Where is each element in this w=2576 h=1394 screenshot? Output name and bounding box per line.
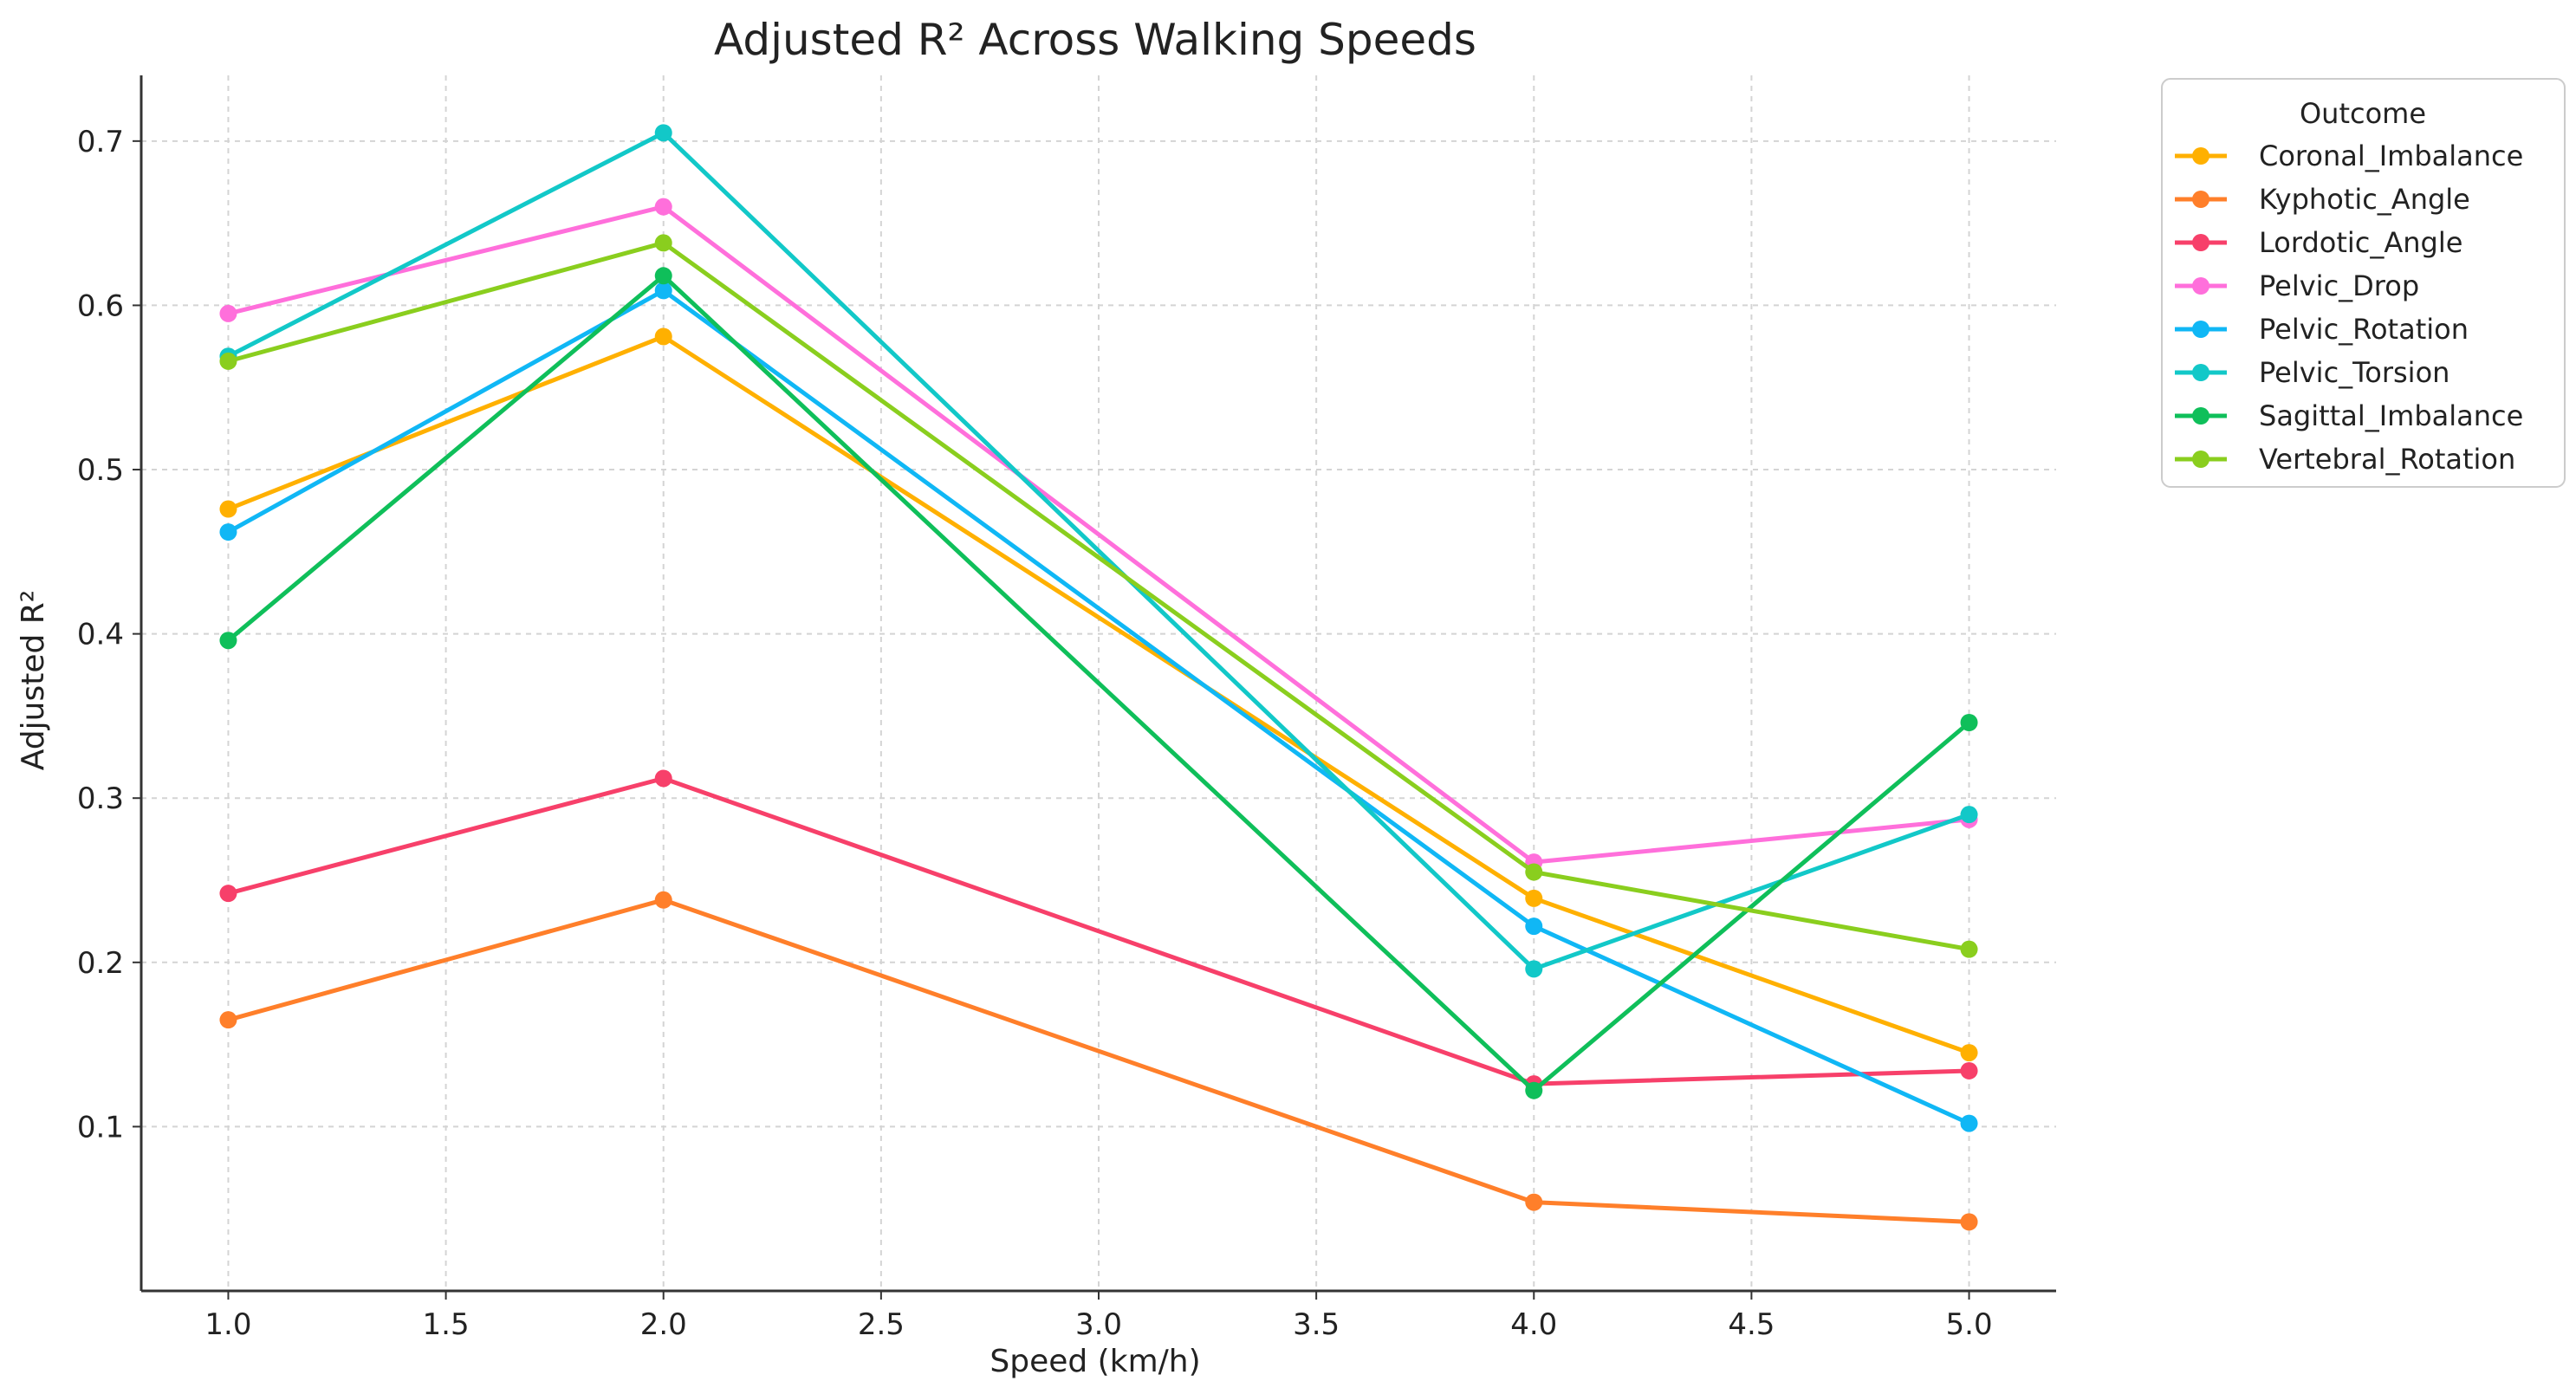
data-point (1960, 1114, 1978, 1132)
data-point (1525, 889, 1543, 907)
legend-label: Pelvic_Drop (2259, 269, 2419, 302)
data-point (1525, 1081, 1543, 1099)
data-point (1960, 806, 1978, 824)
x-tick-label: 2.5 (858, 1307, 905, 1342)
legend-label: Pelvic_Torsion (2259, 356, 2449, 389)
series-coronal-imbalance (219, 327, 1978, 1062)
data-point (654, 282, 672, 300)
legend-item: Coronal_Imbalance (2175, 139, 2523, 172)
legend-item: Pelvic_Drop (2175, 269, 2419, 302)
series-line (227, 334, 1970, 1055)
x-tick-label: 3.0 (1075, 1307, 1122, 1342)
legend-marker (2192, 234, 2209, 251)
series-line (227, 898, 1969, 1224)
legend-marker (2192, 451, 2209, 468)
series-line (226, 273, 1971, 1093)
legend-item: Pelvic_Torsion (2175, 356, 2449, 389)
legend-items: Coronal_Imbalance Kyphotic_Angle Lordotic_… (2175, 139, 2523, 476)
series-pelvic-torsion (219, 124, 1978, 978)
chart-title: Adjusted R² Across Walking Speeds (714, 15, 1476, 65)
x-tick-label: 3.5 (1293, 1307, 1340, 1342)
legend-item: Kyphotic_Angle (2175, 183, 2470, 216)
series-sagittal-imbalance (219, 267, 1978, 1099)
data-point (219, 1011, 237, 1029)
data-point (219, 500, 237, 518)
series-kyphotic-angle (219, 891, 1978, 1231)
data-point (1525, 863, 1543, 881)
y-tick-label: 0.1 (77, 1110, 124, 1144)
data-point (654, 267, 672, 285)
data-point (219, 523, 237, 541)
legend-box (2161, 78, 2566, 488)
legend-label: Vertebral_Rotation (2259, 443, 2515, 476)
series-line (227, 240, 1969, 952)
series-pelvic-rotation (219, 282, 1978, 1132)
y-tick-label: 0.7 (77, 125, 124, 159)
legend-label: Coronal_Imbalance (2259, 139, 2523, 172)
data-point (1960, 1044, 1978, 1062)
data-point (654, 769, 672, 788)
data-point (1525, 917, 1543, 936)
x-tick-label: 4.5 (1728, 1307, 1775, 1342)
series-line (227, 204, 1969, 865)
data-point (654, 198, 672, 216)
series-line (227, 130, 1970, 971)
legend-marker (2192, 191, 2209, 208)
data-point (219, 304, 237, 322)
x-axis-label: Speed (km/h) (990, 1344, 1200, 1379)
series-line (227, 775, 1969, 1086)
data-point (1960, 714, 1978, 732)
legend-marker (2192, 321, 2209, 338)
legend: Outcome Coronal_Imbalance Kyphotic_Angle L… (2161, 78, 2566, 488)
axes (133, 75, 2056, 1300)
x-tick-label: 4.0 (1510, 1307, 1557, 1342)
legend-item: Vertebral_Rotation (2175, 443, 2515, 476)
series-vertebral-rotation (219, 234, 1978, 958)
x-tick-label: 5.0 (1946, 1307, 1993, 1342)
data-point (219, 352, 237, 370)
data-point (654, 891, 672, 909)
y-tick-label: 0.6 (77, 289, 124, 323)
data-point (654, 234, 672, 252)
x-tick-label: 1.0 (204, 1307, 251, 1342)
legend-marker (2192, 364, 2209, 381)
y-axis-label: Adjusted R² (16, 590, 51, 770)
legend-item: Lordotic_Angle (2175, 226, 2462, 259)
series-pelvic-drop (219, 198, 1978, 872)
data-point (654, 327, 672, 346)
tick-labels: 1.0 1.5 2.0 2.5 3.0 3.5 4.0 4.5 5.0 0.1 0.2 0.3 0.4 0… (77, 125, 1993, 1342)
data-point (219, 632, 237, 650)
legend-label: Pelvic_Rotation (2259, 313, 2469, 346)
legend-label: Lordotic_Angle (2259, 226, 2462, 259)
y-tick-label: 0.4 (77, 618, 124, 652)
series-line (227, 288, 1970, 1125)
data-point (1525, 1193, 1543, 1211)
legend-label: Kyphotic_Angle (2259, 183, 2470, 216)
data-point (1960, 940, 1978, 958)
legend-label: Sagittal_Imbalance (2259, 399, 2523, 432)
data-point (1525, 960, 1543, 978)
series-layer (219, 124, 1978, 1231)
grid (141, 75, 2056, 1291)
data-point (219, 885, 237, 903)
x-tick-label: 2.0 (640, 1307, 687, 1342)
data-point (1960, 1061, 1978, 1080)
legend-marker (2192, 277, 2209, 295)
legend-item: Sagittal_Imbalance (2175, 399, 2523, 432)
x-tick-label: 1.5 (423, 1307, 470, 1342)
data-point (654, 124, 672, 142)
y-tick-label: 0.3 (77, 781, 124, 816)
legend-title: Outcome (2300, 97, 2426, 130)
y-tick-label: 0.5 (77, 453, 124, 488)
y-tick-label: 0.2 (77, 946, 124, 981)
legend-item: Pelvic_Rotation (2175, 313, 2469, 346)
data-point (1960, 1213, 1978, 1231)
legend-marker (2192, 407, 2209, 425)
legend-marker (2192, 147, 2209, 165)
